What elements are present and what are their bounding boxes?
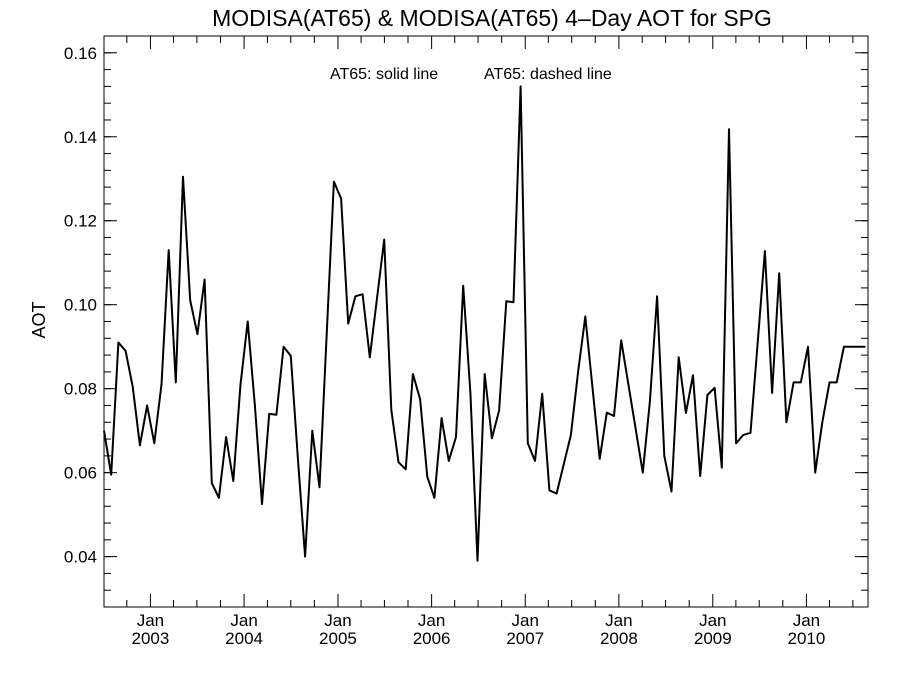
x-tick-year-label: 2004 (225, 629, 263, 648)
y-tick-label: 0.08 (64, 380, 97, 399)
x-tick-year-label: 2009 (694, 629, 732, 648)
x-tick-month-label: Jan (605, 611, 632, 630)
x-tick-month-label: Jan (512, 611, 539, 630)
y-tick-label: 0.16 (64, 44, 97, 63)
x-tick-month-label: Jan (324, 611, 351, 630)
x-tick-year-label: 2003 (132, 629, 170, 648)
chart-title: MODISA(AT65) & MODISA(AT65) 4–Day AOT fo… (212, 5, 772, 31)
x-axis-ticks: Jan2003Jan2004Jan2005Jan2006Jan2007Jan20… (126, 36, 854, 648)
annotation-dashed-line: AT65: dashed line (484, 66, 612, 83)
x-tick-year-label: 2007 (506, 629, 544, 648)
y-tick-label: 0.04 (64, 548, 97, 567)
annotation-solid-line: AT65: solid line (330, 66, 438, 83)
x-tick-month-label: Jan (793, 611, 820, 630)
plot-frame (103, 35, 869, 608)
x-tick-year-label: 2010 (788, 629, 826, 648)
y-tick-label: 0.14 (64, 128, 97, 147)
x-tick-year-label: 2006 (413, 629, 451, 648)
y-tick-label: 0.10 (64, 296, 97, 315)
series-line-solid (103, 85, 866, 562)
x-tick-month-label: Jan (230, 611, 257, 630)
y-axis-title: AOT (29, 301, 49, 338)
y-tick-label: 0.06 (64, 464, 97, 483)
y-axis-ticks: 0.04 0.06 0.08 0.10 0.12 0.14 0.16 (64, 35, 868, 608)
x-tick-month-label: Jan (137, 611, 164, 630)
x-tick-month-label: Jan (418, 611, 445, 630)
x-tick-year-label: 2008 (600, 629, 638, 648)
y-tick-label: 0.12 (64, 212, 97, 231)
x-tick-year-label: 2005 (319, 629, 357, 648)
x-tick-month-label: Jan (699, 611, 726, 630)
